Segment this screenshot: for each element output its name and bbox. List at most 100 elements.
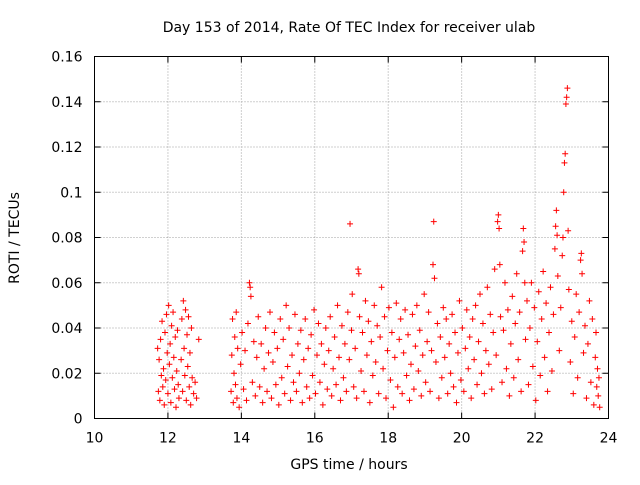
grid (94, 56, 609, 419)
data-point (162, 377, 169, 384)
data-point (434, 320, 441, 327)
data-point (318, 340, 325, 347)
x-tick-label: 22 (526, 431, 544, 447)
data-point (571, 334, 578, 341)
data-point (178, 315, 185, 322)
data-point (181, 372, 188, 379)
data-point (550, 311, 557, 318)
data-point (237, 361, 244, 368)
data-point (193, 395, 200, 402)
data-point (174, 327, 181, 334)
data-point (584, 340, 591, 347)
data-point (234, 345, 241, 352)
y-tick-label: 0 (74, 412, 83, 428)
data-point (157, 336, 164, 343)
data-point (484, 284, 491, 291)
data-point (574, 374, 581, 381)
data-point (271, 329, 278, 336)
data-point (311, 306, 318, 313)
data-point (454, 349, 461, 356)
data-point (328, 392, 335, 399)
data-point (592, 354, 599, 361)
data-point (469, 315, 476, 322)
data-point (552, 223, 559, 230)
data-point (161, 329, 168, 336)
data-point (265, 349, 272, 356)
data-point (554, 232, 561, 239)
data-point (159, 318, 166, 325)
data-point (371, 302, 378, 309)
data-point (184, 363, 191, 370)
data-point (186, 349, 193, 356)
data-point (333, 381, 340, 388)
x-axis: 10 12 14 16 18 20 22 24 (86, 56, 618, 447)
data-point (553, 207, 560, 214)
data-point (242, 347, 249, 354)
x-tick-label: 14 (232, 431, 250, 447)
data-point (240, 386, 247, 393)
data-point (479, 320, 486, 327)
data-point (268, 395, 275, 402)
data-point (256, 383, 263, 390)
data-point (337, 397, 344, 404)
data-point (231, 334, 238, 341)
data-point (158, 372, 165, 379)
y-tick-label: 0.12 (51, 140, 82, 156)
data-point (573, 291, 580, 298)
data-point (491, 266, 498, 273)
data-point (559, 252, 566, 259)
data-point (525, 381, 532, 388)
data-point (228, 352, 235, 359)
data-point (450, 383, 457, 390)
data-point (350, 383, 357, 390)
data-point (593, 383, 600, 390)
data-point (348, 327, 355, 334)
data-point (582, 322, 589, 329)
data-point (565, 286, 572, 293)
data-point (435, 395, 442, 402)
data-point (236, 404, 243, 411)
data-point (324, 386, 331, 393)
data-point (239, 329, 246, 336)
data-point (346, 356, 353, 363)
data-point (394, 383, 401, 390)
data-point (283, 302, 290, 309)
data-point (155, 388, 162, 395)
data-point (546, 329, 553, 336)
data-point (518, 388, 525, 395)
data-point (297, 327, 304, 334)
data-point (544, 388, 551, 395)
data-point (183, 397, 190, 404)
y-tick-label: 0.1 (60, 185, 82, 201)
data-point (159, 383, 166, 390)
data-point (579, 270, 586, 277)
data-point (561, 159, 568, 166)
data-point (161, 401, 168, 408)
data-point (410, 386, 417, 393)
data-point (362, 297, 369, 304)
y-tick-label: 0.16 (51, 50, 82, 66)
data-point (303, 383, 310, 390)
data-point (487, 311, 494, 318)
data-point (457, 377, 464, 384)
data-point (412, 343, 419, 350)
data-point (535, 288, 542, 295)
data-point (390, 404, 397, 411)
data-point (522, 336, 529, 343)
data-point (359, 329, 366, 336)
data-point (406, 397, 413, 404)
data-point (347, 220, 354, 227)
data-point (594, 365, 601, 372)
data-point (496, 225, 503, 232)
data-point (244, 320, 251, 327)
data-point (428, 347, 435, 354)
data-point (243, 397, 250, 404)
data-point (422, 379, 429, 386)
data-point (481, 390, 488, 397)
x-tick-label: 24 (600, 431, 618, 447)
data-point (407, 361, 414, 368)
data-point (312, 390, 319, 397)
data-point (293, 388, 300, 395)
data-point (189, 374, 196, 381)
data-point (169, 374, 176, 381)
